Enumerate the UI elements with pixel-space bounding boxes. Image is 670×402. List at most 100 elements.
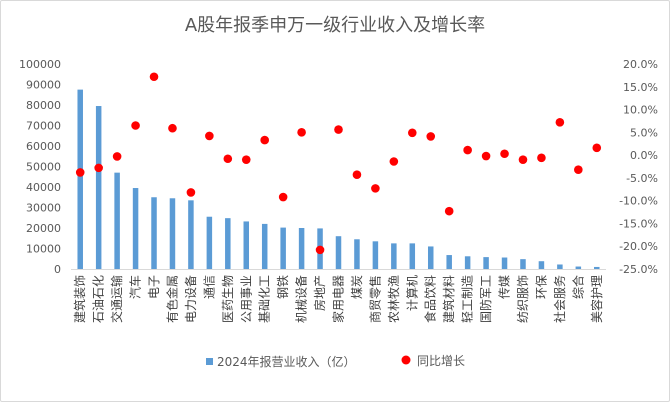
category-label: 综合	[570, 275, 585, 299]
right-tick-label: 0.0%	[630, 149, 658, 162]
revenue-bar	[298, 228, 305, 269]
revenue-bar	[575, 266, 582, 269]
right-tick-label: -10.0%	[619, 195, 658, 208]
growth-point	[334, 125, 343, 134]
legend-dot-swatch	[401, 355, 411, 365]
right-tick-label: -5.0%	[626, 172, 658, 185]
right-tick-label: -25.0%	[619, 263, 658, 276]
growth-point	[241, 155, 251, 164]
left-tick-label: 30000	[26, 202, 61, 215]
left-tick-label: 100000	[19, 58, 61, 71]
growth-point	[205, 131, 214, 141]
growth-point	[75, 168, 85, 177]
category-label: 房地产	[312, 275, 327, 311]
revenue-bar	[483, 257, 489, 269]
category-label: 家用电器	[331, 275, 346, 323]
revenue-bar	[427, 246, 434, 269]
growth-point	[463, 145, 472, 155]
growth-point	[94, 163, 103, 173]
revenue-bar	[225, 218, 231, 269]
revenue-bar	[114, 172, 120, 269]
revenue-bar	[520, 259, 526, 269]
revenue-bar	[391, 243, 397, 269]
revenue-bar	[188, 200, 194, 269]
category-label: 煤炭	[350, 275, 364, 299]
growth-point	[592, 143, 602, 153]
growth-point	[352, 170, 362, 179]
growth-point	[574, 165, 583, 174]
revenue-bar	[354, 239, 360, 269]
revenue-bar	[557, 264, 563, 269]
revenue-bar	[501, 257, 508, 269]
revenue-bar	[243, 221, 250, 269]
revenue-bar	[95, 106, 102, 270]
left-tick-label: 50000	[26, 161, 61, 174]
left-axis: 0 10000 20000 30000 40000 50000 60000 70000 8000…	[19, 58, 606, 276]
growth-point	[131, 121, 140, 130]
category-label: 机械设备	[294, 275, 309, 323]
left-tick-label: 40000	[26, 181, 61, 194]
right-tick-label: -15.0%	[619, 217, 658, 230]
growth-point	[518, 155, 528, 164]
revenue-bar	[464, 256, 471, 269]
growth-series	[75, 72, 602, 255]
right-tick-label: 10.0%	[623, 104, 658, 117]
category-label: 医药生物	[221, 275, 235, 323]
chart-title: A股年报季申万一级行业收入及增长率	[185, 15, 485, 36]
category-label: 有色金属	[164, 275, 179, 323]
category-label: 纺织服饰	[516, 275, 530, 323]
category-label: 钢铁	[276, 275, 290, 299]
left-tick-label: 20000	[26, 222, 61, 235]
growth-point	[278, 192, 288, 202]
growth-point	[112, 152, 122, 161]
category-label: 石油石化	[92, 275, 106, 323]
right-axis: -25.0% -20.0% -15.0% -10.0% -5.0% 0.0% 5.0% 10.…	[619, 58, 658, 276]
left-tick-label: 10000	[26, 243, 61, 256]
legend-bar-label: 2024年报营业收入（亿）	[217, 354, 356, 369]
revenue-bar	[409, 243, 416, 269]
revenue-bar	[594, 266, 600, 269]
category-label: 公用事业	[239, 275, 253, 323]
revenue-bar	[538, 261, 545, 269]
growth-point	[223, 154, 233, 164]
category-label: 通信	[202, 275, 216, 299]
category-labels: 建筑装饰 石油石化 交通运输 汽车 电子 有色金属 电力设备 通信 医药生物 公用事业 基础化工 钢铁…	[72, 275, 604, 323]
growth-point	[426, 132, 436, 141]
revenue-bar	[261, 223, 268, 269]
growth-point	[500, 149, 509, 159]
category-label: 电子	[147, 275, 161, 299]
category-label: 交通运输	[109, 275, 124, 323]
left-tick-label: 70000	[26, 120, 61, 133]
revenue-bar	[372, 241, 379, 269]
category-label: 传媒	[497, 275, 512, 299]
legend-dot-label: 同比增长	[417, 354, 465, 368]
legend-bar-swatch	[206, 358, 213, 365]
category-label: 国防军工	[478, 275, 493, 323]
growth-point	[186, 188, 196, 197]
growth-point	[315, 245, 325, 255]
category-label: 建筑材料	[441, 275, 456, 323]
category-label: 基础化工	[258, 275, 272, 323]
category-label: 环保	[534, 275, 548, 299]
category-label: 轻工制造	[461, 275, 475, 323]
revenue-bar	[280, 227, 286, 269]
left-tick-label: 80000	[26, 99, 61, 112]
revenue-bar	[151, 197, 157, 269]
growth-point	[555, 118, 565, 127]
category-label: 食品饮料	[423, 275, 438, 323]
left-tick-label: 60000	[26, 140, 61, 153]
growth-point	[537, 153, 546, 163]
category-label: 农林牧渔	[387, 275, 401, 323]
revenue-bar	[132, 188, 139, 269]
right-tick-label: 20.0%	[623, 58, 658, 71]
growth-point	[297, 128, 306, 137]
revenue-bar	[169, 198, 176, 269]
category-label: 电力设备	[184, 275, 198, 323]
right-tick-label: 15.0%	[623, 81, 658, 94]
revenue-bar	[77, 89, 83, 269]
right-tick-label: -20.0%	[619, 240, 658, 253]
growth-point	[481, 151, 491, 161]
growth-point	[149, 72, 159, 82]
